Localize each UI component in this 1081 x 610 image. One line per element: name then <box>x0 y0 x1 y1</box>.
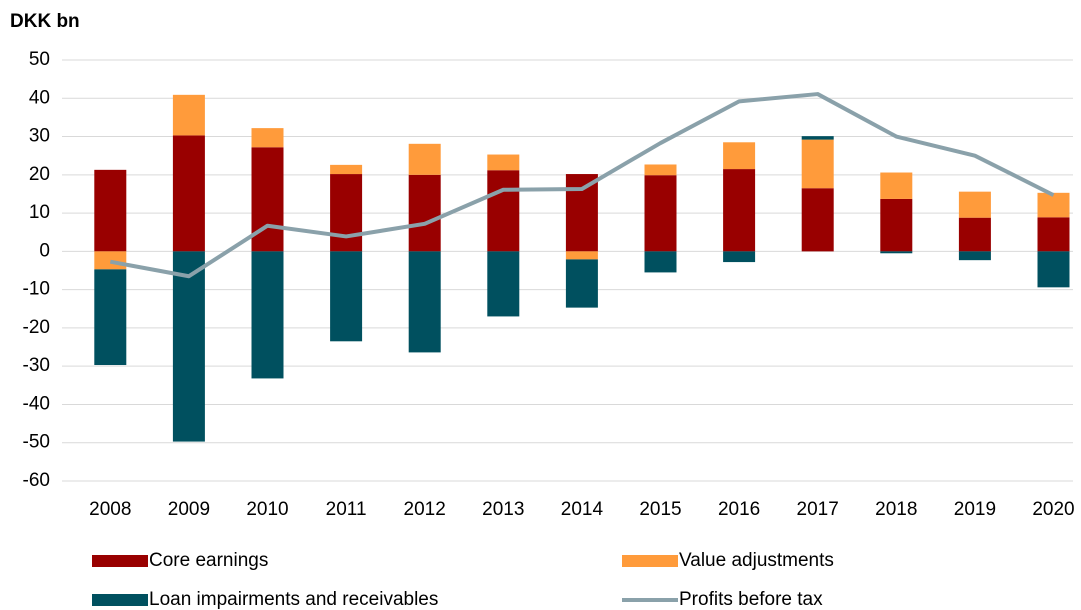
legend-swatch <box>92 594 148 606</box>
y-tick-label: 30 <box>29 126 50 147</box>
bar <box>330 174 363 252</box>
bar <box>487 154 520 171</box>
bar <box>251 128 284 148</box>
bar <box>958 217 991 252</box>
bar <box>801 136 834 140</box>
legend-label: Core earnings <box>149 550 268 571</box>
legend-label: Profits before tax <box>679 589 823 610</box>
y-tick-label: 10 <box>29 202 50 223</box>
bar <box>565 259 598 308</box>
bar <box>172 251 205 442</box>
x-tick-label: 2019 <box>954 499 996 520</box>
x-tick-label: 2016 <box>718 499 760 520</box>
bar <box>880 198 913 252</box>
bar <box>723 251 756 263</box>
y-tick-label: -30 <box>23 355 50 376</box>
bar <box>330 164 363 175</box>
bar <box>801 139 834 189</box>
x-tick-label: 2009 <box>168 499 210 520</box>
legend-label: Loan impairments and receivables <box>149 589 438 610</box>
bar <box>251 251 284 379</box>
x-tick-label: 2018 <box>875 499 917 520</box>
y-tick-label: 20 <box>29 164 50 185</box>
line <box>109 92 1055 279</box>
y-tick-label: -20 <box>23 317 50 338</box>
bar <box>251 147 284 252</box>
bar <box>801 188 834 252</box>
legend-label: Value adjustments <box>679 550 834 571</box>
bar <box>408 251 441 353</box>
bar <box>408 143 441 175</box>
x-tick-label: 2010 <box>246 499 288 520</box>
bar <box>94 269 127 366</box>
bar <box>880 172 913 199</box>
bar <box>487 170 520 252</box>
y-tick-label: 0 <box>39 240 50 261</box>
bar <box>565 174 598 252</box>
bar <box>94 251 127 270</box>
x-tick-label: 2008 <box>89 499 131 520</box>
bar <box>172 135 205 252</box>
bar <box>408 174 441 252</box>
bar <box>644 251 677 273</box>
y-tick-label: -50 <box>23 432 50 453</box>
bar <box>172 94 205 136</box>
bar <box>1037 251 1070 288</box>
y-tick-label: -60 <box>23 470 50 491</box>
x-tick-label: 2017 <box>797 499 839 520</box>
y-tick-label: 40 <box>29 87 50 108</box>
x-tick-label: 2020 <box>1032 499 1074 520</box>
bar <box>94 169 127 252</box>
y-tick-label: -40 <box>23 393 50 414</box>
bar <box>723 142 756 170</box>
y-tick-label: -10 <box>23 279 50 300</box>
bar <box>1037 192 1070 218</box>
x-tick-label: 2012 <box>404 499 446 520</box>
x-tick-label: 2011 <box>326 499 367 520</box>
bar <box>1037 217 1070 252</box>
y-tick-label: 50 <box>29 49 50 70</box>
x-tick-label: 2013 <box>482 499 524 520</box>
bar <box>880 251 913 254</box>
bar <box>958 251 991 261</box>
bar <box>565 251 598 260</box>
legend-swatch <box>622 555 678 567</box>
bar <box>487 251 520 317</box>
x-tick-label: 2014 <box>561 499 604 520</box>
bar <box>723 169 756 252</box>
legend-swatch <box>92 555 148 567</box>
bar <box>644 175 677 252</box>
chart-title: DKK bn <box>10 11 80 32</box>
bar <box>644 164 677 176</box>
bar <box>958 191 991 218</box>
x-tick-label: 2015 <box>639 499 681 520</box>
bar <box>330 251 363 342</box>
